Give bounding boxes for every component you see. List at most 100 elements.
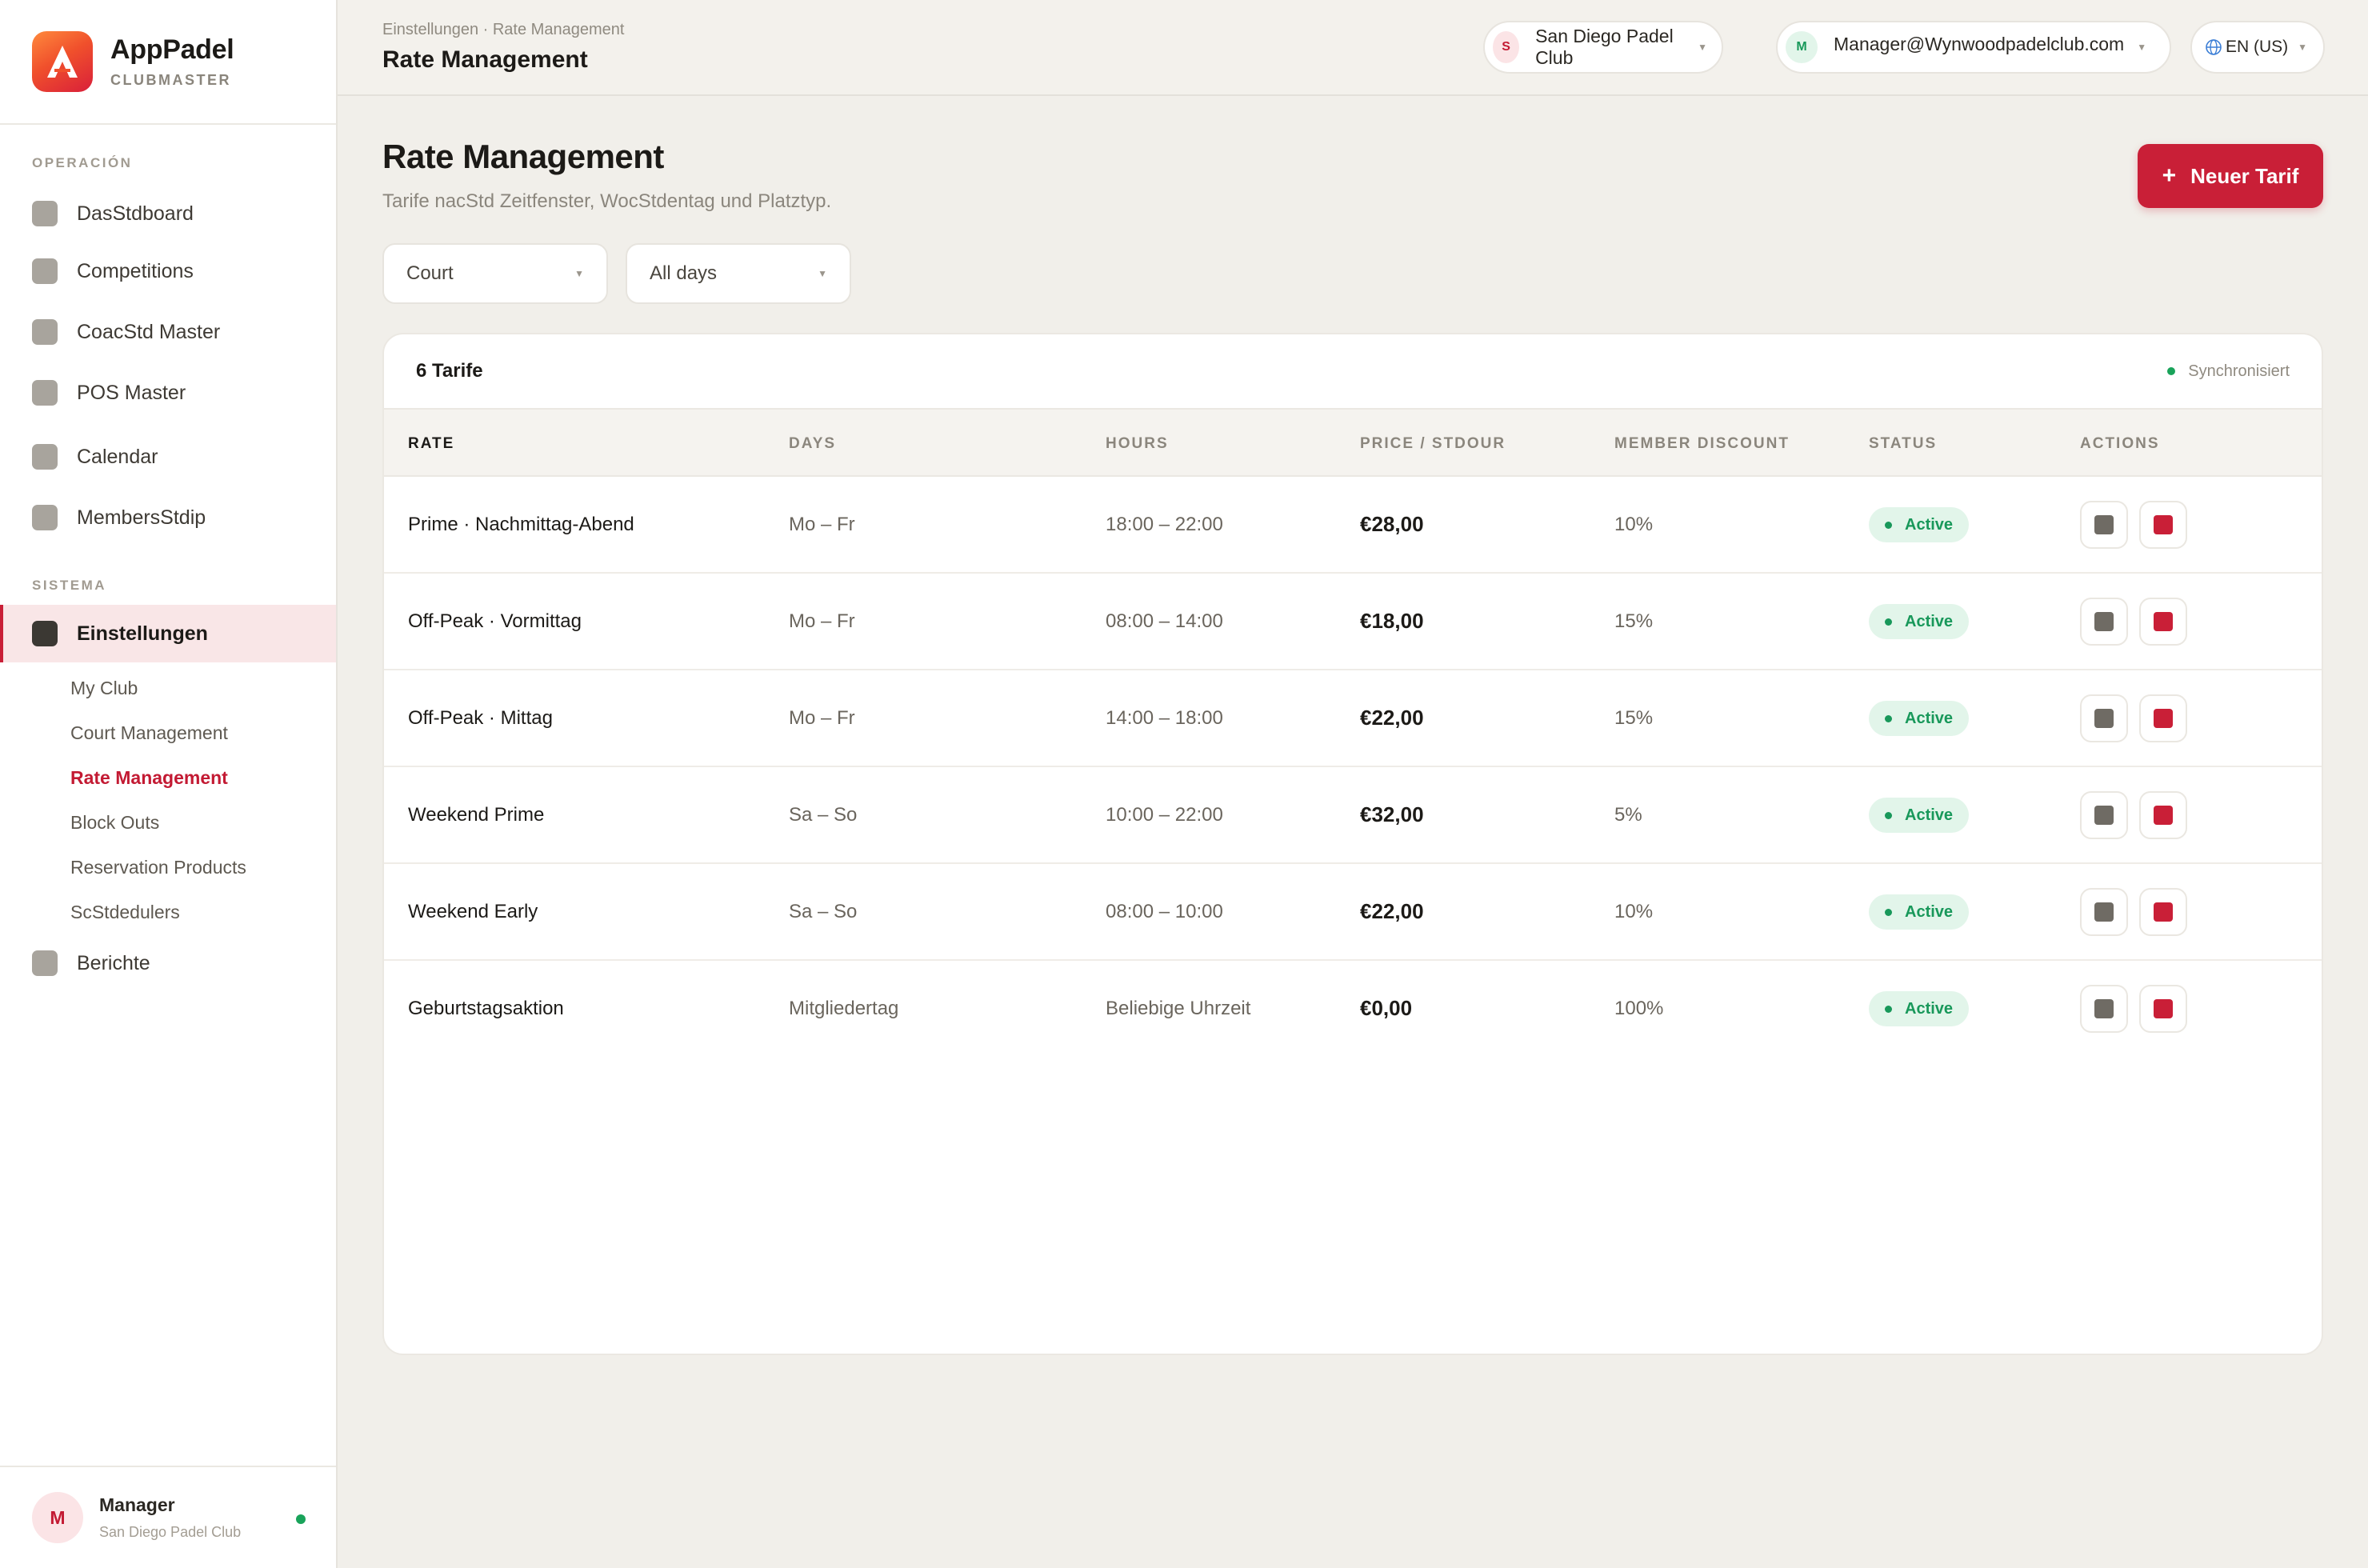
rate-days: Sa – So — [789, 804, 858, 826]
rate-member-discount: 15% — [1614, 610, 1654, 632]
sidebar-item-reports[interactable]: Berichte — [0, 934, 336, 992]
rate-hours: 18:00 – 22:00 — [1106, 514, 1223, 535]
rate-price: €18,00 — [1360, 609, 1424, 633]
sidebar-item-label: DasStdboard — [77, 202, 194, 225]
sidebar-subitem-reservation-products[interactable]: Reservation Products — [70, 857, 246, 878]
delete-rate-button[interactable] — [2139, 791, 2187, 839]
edit-rate-button[interactable] — [2080, 985, 2128, 1033]
days-filter-value: All days — [650, 262, 718, 284]
sidebar-item-label: Calendar — [77, 445, 158, 468]
sync-status: Synchronisiert — [2167, 362, 2290, 381]
column-header-actions: ACTIONS — [2080, 435, 2160, 452]
table-row[interactable]: Prime · Nachmittag-Abend Mo – Fr 18:00 –… — [384, 477, 2322, 574]
sync-status-label: Synchronisiert — [2188, 362, 2290, 380]
status-badge-wrap: Active — [1869, 894, 1970, 930]
rate-hours: 10:00 – 22:00 — [1106, 804, 1223, 826]
column-header-rate[interactable]: RATE — [408, 435, 455, 452]
brand[interactable]: AppPadel CLUBMASTER — [0, 0, 336, 125]
settings-icon — [32, 621, 58, 646]
table-row[interactable]: Off-Peak · Vormittag Mo – Fr 08:00 – 14:… — [384, 574, 2322, 670]
status-dot-icon — [1885, 714, 1892, 722]
delete-rate-button[interactable] — [2139, 598, 2187, 646]
status-badge-wrap: Active — [1869, 991, 1970, 1026]
sidebar-subitem-my-club[interactable]: My Club — [70, 678, 138, 698]
calendar-icon — [32, 444, 58, 470]
days-filter-select[interactable]: All days ▼ — [626, 243, 851, 304]
edit-icon — [2094, 515, 2114, 534]
sidebar-item-membership[interactable]: MembersStdip — [0, 489, 336, 546]
sidebar-item-dashboard[interactable]: DasStdboard — [0, 185, 336, 242]
members-icon — [32, 505, 58, 530]
rate-days: Mo – Fr — [789, 610, 855, 632]
edit-icon — [2094, 999, 2114, 1018]
edit-rate-button[interactable] — [2080, 791, 2128, 839]
delete-icon — [2154, 902, 2173, 922]
rate-days: Mo – Fr — [789, 514, 855, 535]
court-filter-select[interactable]: Court ▼ — [382, 243, 608, 304]
edit-rate-button[interactable] — [2080, 694, 2128, 742]
breadcrumb[interactable]: Einstellungen · Rate Management — [382, 21, 625, 38]
language-selector[interactable]: EN (US) ▼ — [2190, 21, 2325, 74]
rate-hours: Beliebige Uhrzeit — [1106, 998, 1251, 1019]
sidebar-item-calendar[interactable]: Calendar — [0, 428, 336, 486]
new-rate-button[interactable]: + Neuer Tarif — [2138, 144, 2323, 208]
sidebar-subitem-rate-management[interactable]: Rate Management — [70, 767, 228, 788]
section-label-system: SISTEMA — [32, 578, 107, 593]
column-header-status[interactable]: STATUS — [1869, 435, 1938, 452]
status-dot-icon — [1885, 1005, 1892, 1013]
sidebar-subitem-schedulers[interactable]: ScStdedulers — [70, 902, 180, 922]
rate-hours: 08:00 – 14:00 — [1106, 610, 1223, 632]
status-badge-wrap: Active — [1869, 507, 1970, 542]
rate-hours: 08:00 – 10:00 — [1106, 901, 1223, 922]
edit-rate-button[interactable] — [2080, 888, 2128, 936]
table-row[interactable]: Geburtstagsaktion Mitgliedertag Beliebig… — [384, 961, 2322, 1058]
delete-rate-button[interactable] — [2139, 888, 2187, 936]
status-badge-wrap: Active — [1869, 798, 1970, 833]
edit-rate-button[interactable] — [2080, 598, 2128, 646]
sidebar-item-label: Competitions — [77, 259, 194, 282]
status-badge: Active — [1869, 798, 1970, 833]
apppadel-logo-icon — [32, 31, 93, 92]
column-header-member-discount[interactable]: MEMBER DISCOUNT — [1614, 435, 1790, 452]
column-header-days[interactable]: DAYS — [789, 435, 837, 452]
delete-rate-button[interactable] — [2139, 694, 2187, 742]
user-profile[interactable]: M Manager San Diego Padel Club — [0, 1466, 336, 1568]
sidebar-subitem-block-outs[interactable]: Block Outs — [70, 812, 160, 833]
court-filter-value: Court — [406, 262, 454, 284]
edit-icon — [2094, 612, 2114, 631]
online-status-icon — [296, 1514, 306, 1524]
rate-price: €28,00 — [1360, 512, 1424, 536]
club-selector[interactable]: S San Diego Padel Club ▼ — [1483, 21, 1723, 74]
sidebar-subitem-court-management[interactable]: Court Management — [70, 722, 228, 743]
sidebar-item-coach-master[interactable]: CoacStd Master — [0, 303, 336, 361]
delete-rate-button[interactable] — [2139, 501, 2187, 549]
delete-icon — [2154, 515, 2173, 534]
account-selector[interactable]: M Manager@Wynwoodpadelclub.com ▼ — [1776, 21, 2171, 74]
delete-rate-button[interactable] — [2139, 985, 2187, 1033]
sidebar-item-settings[interactable]: Einstellungen — [0, 605, 336, 662]
status-label: Active — [1905, 515, 1954, 534]
sidebar-item-competitions[interactable]: Competitions — [0, 242, 336, 300]
rate-name: Off-Peak · Mittag — [408, 707, 553, 729]
sidebar-item-label: Berichte — [77, 951, 150, 974]
dashboard-icon — [32, 201, 58, 226]
table-row[interactable]: Off-Peak · Mittag Mo – Fr 14:00 – 18:00 … — [384, 670, 2322, 767]
rate-days: Mitgliedertag — [789, 998, 899, 1019]
rate-member-discount: 5% — [1614, 804, 1642, 826]
reports-icon — [32, 950, 58, 976]
rates-table-card: 6 Tarife Synchronisiert RATE DAYS HOURS … — [382, 333, 2323, 1355]
chevron-down-icon: ▼ — [2137, 42, 2147, 53]
globe-icon — [2205, 38, 2222, 56]
edit-rate-button[interactable] — [2080, 501, 2128, 549]
table-row[interactable]: Weekend Prime Sa – So 10:00 – 22:00 €32,… — [384, 767, 2322, 864]
delete-icon — [2154, 612, 2173, 631]
sidebar-item-pos-master[interactable]: POS Master — [0, 364, 336, 422]
new-rate-button-label: Neuer Tarif — [2190, 163, 2299, 188]
rate-name: Weekend Early — [408, 901, 538, 922]
status-badge: Active — [1869, 701, 1970, 736]
column-header-price[interactable]: PRICE / STDOUR — [1360, 435, 1506, 452]
plus-icon: + — [2162, 162, 2177, 189]
page-subtitle: Tarife nacStd Zeitfenster, WocStdentag u… — [382, 190, 832, 212]
column-header-hours[interactable]: HOURS — [1106, 435, 1169, 452]
table-row[interactable]: Weekend Early Sa – So 08:00 – 10:00 €22,… — [384, 864, 2322, 961]
